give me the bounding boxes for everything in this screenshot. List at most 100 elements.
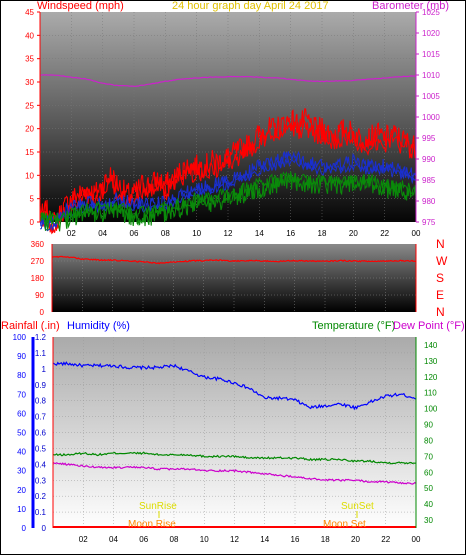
hour-tick-label: 14 (255, 229, 264, 238)
lower-axes: 0 0.1 0.2 0.3 0.4 0.5 0.6 0.7 0.8 0.9 1 1.1 1.2 0 10 20… (13, 333, 438, 544)
hour-tick-label: 00 (412, 229, 421, 238)
hour-tick-label: 20 (349, 229, 358, 238)
rainfall-tick-label: 0.9 (35, 381, 47, 390)
moonrise-label: Moon Rise (128, 519, 176, 530)
hour-tick-label: 06 (139, 535, 148, 544)
hour-tick-label: 08 (170, 535, 179, 544)
wind-series (39, 74, 417, 235)
barometer-tick-label: 1025 (422, 8, 440, 17)
hour-tick-label: 14 (260, 535, 269, 544)
hour-tick-label: 04 (109, 535, 118, 544)
humidity-temperature-series (52, 361, 417, 528)
humidity-tick-label: 10 (17, 505, 26, 514)
compass-letter: W (436, 254, 448, 268)
hour-tick-label: 22 (380, 229, 389, 238)
compass-letter: N (436, 237, 445, 251)
wind-tick-label: 25 (25, 101, 34, 110)
compass-letter: E (436, 288, 444, 302)
rainfall-tick-label: 1.1 (35, 349, 47, 358)
direction-tick-label: 180 (31, 274, 45, 283)
temperature-tick-label: 40 (424, 500, 433, 509)
humidity-tick-label: 90 (17, 352, 26, 361)
compass-letter: N (436, 305, 445, 319)
temperature-tick-label: 90 (424, 421, 433, 430)
rainfall-tick-label: 0.7 (35, 413, 47, 422)
hour-tick-label: 08 (161, 229, 170, 238)
direction-tick-label: 90 (35, 291, 44, 300)
hour-tick-label: 16 (286, 229, 295, 238)
wind-tick-label: 0 (30, 218, 35, 227)
windspeed-lull-line (39, 171, 417, 225)
direction-panel-grid (52, 244, 416, 312)
windspeed-average-line (39, 157, 417, 232)
hour-tick-label: 12 (230, 535, 239, 544)
humidity-tick-label: 70 (17, 390, 26, 399)
rainfall-tick-label: 0.5 (35, 444, 47, 453)
temperature-tick-label: 120 (424, 373, 438, 382)
hour-tick-label: 20 (351, 535, 360, 544)
wind-tick-label: 30 (25, 78, 34, 87)
rainfall-tick-label: 1.2 (35, 333, 47, 342)
wind-tick-label: 40 (25, 31, 34, 40)
sunset-label: SunSet (341, 501, 374, 512)
temperature-tick-label: 110 (424, 389, 437, 398)
rainfall-tick-label: 0.4 (35, 460, 47, 469)
wind-tick-label: 15 (25, 148, 34, 157)
compass-letter: S (436, 271, 444, 285)
rainfall-tick-label: 0 (42, 524, 47, 533)
barometer-tick-label: 1005 (422, 92, 440, 101)
wind-tick-label: 10 (25, 171, 34, 180)
temperature-axis-label: Temperature (°F) (312, 320, 395, 332)
temperature-tick-label: 60 (424, 468, 433, 477)
wind-tick-label: 20 (25, 125, 34, 134)
hour-tick-label: 22 (381, 535, 390, 544)
wind-axes: 0510152025303540459759809859909951000100… (25, 8, 440, 238)
windspeed-axis-label: Windspeed (mph) (37, 0, 124, 12)
direction-tick-label: 0 (40, 308, 45, 317)
temperature-line (52, 451, 417, 465)
rainfall-axis-label: Rainfall (.in) (1, 320, 60, 332)
temperature-tick-label: 100 (424, 405, 438, 414)
temperature-tick-label: 140 (424, 341, 438, 350)
hour-tick-label: 04 (98, 229, 107, 238)
barometer-tick-label: 1020 (422, 29, 440, 38)
hour-tick-label: 16 (291, 535, 300, 544)
humidity-tick-label: 80 (17, 371, 26, 380)
hour-tick-label: 18 (318, 229, 327, 238)
barometer-line (39, 74, 417, 87)
barometer-tick-label: 990 (422, 155, 436, 164)
chart-title: 24 hour graph day April 24 2017 (172, 0, 329, 12)
sunrise-label: SunRise (139, 501, 177, 512)
temperature-tick-label: 30 (424, 516, 433, 525)
humidity-tick-label: 50 (17, 429, 26, 438)
direction-tick-label: 270 (31, 257, 45, 266)
hour-tick-label: 10 (192, 229, 201, 238)
direction-series (51, 255, 417, 265)
humidity-line (52, 361, 417, 411)
rainfall-tick-label: 0.2 (35, 492, 47, 501)
lower-panel-grid (53, 337, 416, 528)
barometer-axis-label: Barometer (mb) (372, 0, 449, 12)
wind-tick-label: 45 (25, 8, 34, 17)
direction-tick-label: 360 (31, 240, 45, 249)
rainfall-tick-label: 0.8 (35, 397, 47, 406)
rainfall-tick-label: 0.3 (35, 476, 47, 485)
hour-tick-label: 12 (224, 229, 233, 238)
humidity-axis-label: Humidity (%) (67, 320, 130, 332)
barometer-tick-label: 1010 (422, 71, 440, 80)
humidity-tick-label: 100 (13, 333, 27, 342)
barometer-tick-label: 1000 (422, 113, 440, 122)
temperature-tick-label: 130 (424, 357, 438, 366)
temperature-tick-label: 70 (424, 452, 433, 461)
hour-tick-label: 02 (79, 535, 88, 544)
windspeed-gust-line (39, 119, 417, 234)
wind-tick-label: 35 (25, 55, 34, 64)
moonset-label: Moon Set (323, 519, 366, 530)
hour-tick-label: 00 (412, 535, 421, 544)
barometer-tick-label: 1015 (422, 50, 440, 59)
hour-tick-label: 18 (321, 535, 330, 544)
humidity-tick-label: 0 (22, 524, 27, 533)
humidity-tick-label: 30 (17, 467, 26, 476)
